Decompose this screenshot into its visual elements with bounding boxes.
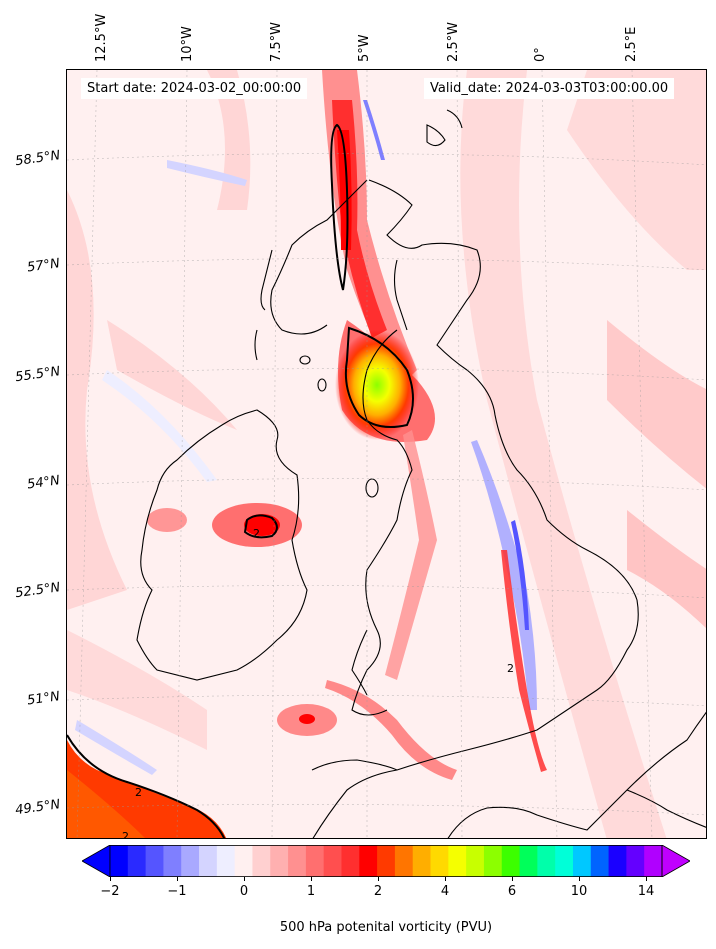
contour-label: 2 xyxy=(507,662,514,675)
colorbar-segment xyxy=(483,845,503,877)
valid-date-label: Valid_date: 2024-03-03T03:00:00.00 xyxy=(424,78,675,99)
colorbar-tick-label: 4 xyxy=(440,884,450,899)
colorbar-tick-mark xyxy=(311,877,312,881)
colorbar-tick-label: −2 xyxy=(100,884,120,899)
colorbar-segment xyxy=(394,845,414,877)
colorbar-segment xyxy=(412,845,432,877)
colorbar-segment xyxy=(127,845,147,877)
colorbar-border xyxy=(109,845,663,878)
colorbar-segment xyxy=(359,845,378,877)
longitude-label: 5°W xyxy=(357,34,372,62)
colorbar-segment xyxy=(572,845,592,877)
colorbar-segment xyxy=(145,845,164,877)
colorbar-tick-label: 14 xyxy=(637,884,655,899)
latitude-label: 52.5°N xyxy=(14,580,62,602)
colorbar-segment xyxy=(608,845,627,877)
colorbar-segment xyxy=(305,845,325,877)
colorbar-segment xyxy=(270,845,289,877)
start-date-label: Start date: 2024-03-02_00:00:00 xyxy=(81,78,308,99)
colorbar-segment xyxy=(323,845,342,877)
latitude-label: 51°N xyxy=(26,689,62,709)
colorbar-segment xyxy=(234,845,253,877)
colorbar-segment xyxy=(377,845,396,877)
pv-features xyxy=(67,503,547,838)
pv-2-contour-labels: 2 2 2 2 xyxy=(122,527,514,839)
longitude-label: 12.5°W xyxy=(94,13,109,62)
colorbar-segment xyxy=(163,845,182,877)
longitude-label: 0° xyxy=(533,47,548,62)
colorbar-segment xyxy=(448,845,467,877)
pv-2-contours xyxy=(67,123,414,838)
colorbar-tick-mark xyxy=(110,877,111,881)
colorbar-tick-mark xyxy=(646,877,647,881)
colorbar-title: 500 hPa potenital vorticity (PVU) xyxy=(279,920,493,935)
potential-vorticity-map: 2 2 2 2 xyxy=(67,70,706,839)
colorbar-tick-mark xyxy=(177,877,178,881)
colorbar-segment xyxy=(288,845,307,877)
colorbar-tick-label: 6 xyxy=(507,884,517,899)
colorbar-segment xyxy=(430,845,449,877)
graticule xyxy=(67,70,706,838)
colorbar-segment xyxy=(555,845,574,877)
colorbar-tick-mark xyxy=(445,877,446,881)
contour-label: 2 xyxy=(135,786,142,799)
coastlines xyxy=(136,109,706,838)
map-panel: 2 2 2 2 xyxy=(66,69,707,839)
contour-label: 2 xyxy=(122,830,129,839)
colorbar-segment xyxy=(199,845,218,877)
longitude-label: 7.5°W xyxy=(269,21,284,62)
latitude-label: 55.5°N xyxy=(14,364,62,386)
colorbar-segment xyxy=(110,845,129,877)
colorbar-tick-label: 10 xyxy=(570,884,588,899)
colorbar-segment xyxy=(537,845,556,877)
longitude-label: 10°W xyxy=(180,26,195,62)
colorbar-tick-mark xyxy=(244,877,245,881)
colorbar-segment xyxy=(519,845,538,877)
colorbar-segment xyxy=(341,845,360,877)
colorbar-segment xyxy=(590,845,610,877)
colorbar xyxy=(81,844,691,878)
colorbar-segment xyxy=(466,845,485,877)
colorbar-tick-mark xyxy=(378,877,379,881)
contour-label: 2 xyxy=(253,527,260,540)
colorbar-extend-low xyxy=(81,844,111,878)
colorbar-segment xyxy=(626,845,645,877)
colorbar-extend-high xyxy=(661,844,691,878)
colorbar-tick-label: 1 xyxy=(306,884,316,899)
colorbar-svg xyxy=(81,844,691,878)
colorbar-tick-label: 0 xyxy=(239,884,249,899)
colorbar-segment xyxy=(252,845,271,877)
longitude-label: 2.5°W xyxy=(446,21,461,62)
colorbar-segment xyxy=(644,845,663,877)
colorbar-tick-mark xyxy=(579,877,580,881)
latitude-label: 49.5°N xyxy=(14,797,62,819)
colorbar-segment xyxy=(216,845,236,877)
latitude-label: 58.5°N xyxy=(14,148,62,170)
latitude-label: 57°N xyxy=(26,256,62,276)
colorbar-segment xyxy=(501,845,521,877)
colorbar-tick-label: 2 xyxy=(373,884,383,899)
longitude-label: 2.5°E xyxy=(624,26,639,62)
colorbar-tick-label: −1 xyxy=(167,884,187,899)
colorbar-segment xyxy=(181,845,200,877)
colorbar-tick-mark xyxy=(512,877,513,881)
latitude-label: 54°N xyxy=(26,473,62,493)
